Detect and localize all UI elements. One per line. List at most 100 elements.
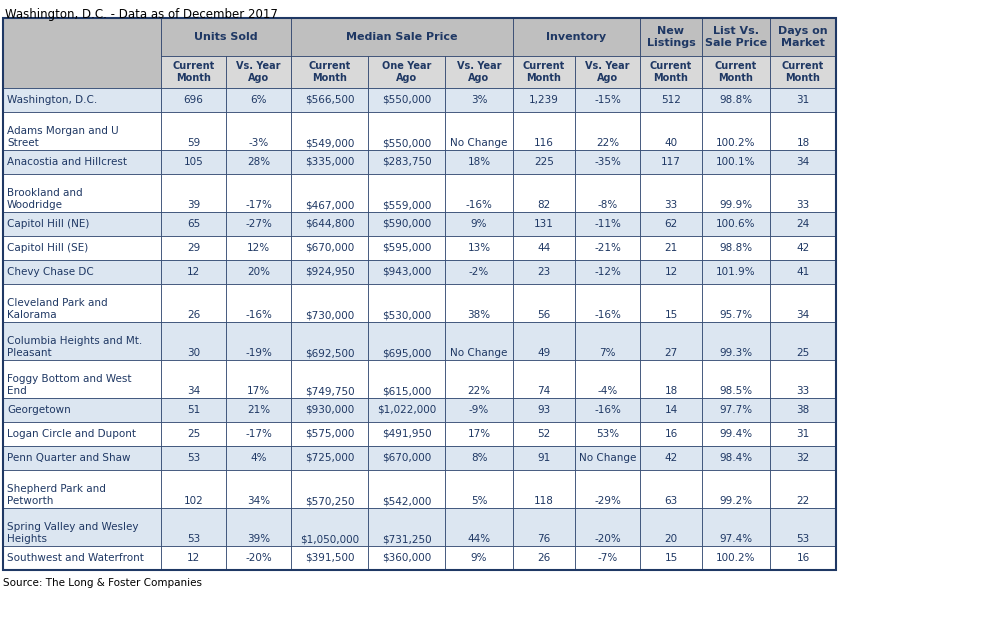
Bar — [770, 508, 836, 546]
Text: 53%: 53% — [596, 429, 619, 439]
Text: 9%: 9% — [470, 553, 487, 563]
Text: 34: 34 — [187, 386, 200, 396]
Bar — [575, 470, 640, 508]
Bar — [226, 56, 291, 88]
Text: -9%: -9% — [469, 405, 489, 415]
Bar — [770, 422, 836, 446]
Text: 65: 65 — [187, 219, 200, 229]
Text: 99.2%: 99.2% — [719, 496, 752, 506]
Text: 53: 53 — [187, 534, 200, 544]
Text: 118: 118 — [534, 496, 554, 506]
Text: Current
Month: Current Month — [308, 61, 350, 83]
Bar — [770, 360, 836, 398]
Text: $590,000: $590,000 — [382, 219, 431, 229]
Text: 51: 51 — [187, 405, 200, 415]
Bar — [226, 422, 291, 446]
Text: 34: 34 — [797, 157, 810, 167]
Text: Vs. Year
Ago: Vs. Year Ago — [457, 61, 501, 83]
Bar — [291, 260, 368, 284]
Bar — [640, 508, 702, 546]
Bar — [575, 260, 640, 284]
Bar — [575, 56, 640, 88]
Text: 21%: 21% — [247, 405, 270, 415]
Text: 22%: 22% — [596, 138, 619, 148]
Bar — [226, 322, 291, 360]
Bar — [161, 18, 291, 56]
Bar — [226, 150, 291, 174]
Text: 101.9%: 101.9% — [716, 267, 756, 277]
Bar — [3, 88, 161, 112]
Bar — [702, 508, 770, 546]
Bar — [226, 212, 291, 236]
Bar — [770, 88, 836, 112]
Bar — [161, 260, 226, 284]
Bar — [3, 446, 161, 470]
Text: $644,800: $644,800 — [305, 219, 354, 229]
Bar — [291, 88, 368, 112]
Bar — [445, 236, 513, 260]
Text: 116: 116 — [534, 138, 554, 148]
Text: $595,000: $595,000 — [382, 243, 431, 253]
Bar — [291, 212, 368, 236]
Bar — [368, 260, 445, 284]
Bar — [445, 212, 513, 236]
Bar — [640, 398, 702, 422]
Bar — [291, 322, 368, 360]
Bar — [640, 422, 702, 446]
Bar — [575, 508, 640, 546]
Text: 12: 12 — [665, 267, 678, 277]
Bar — [513, 360, 575, 398]
Bar — [702, 398, 770, 422]
Text: 17%: 17% — [247, 386, 270, 396]
Text: -4%: -4% — [597, 386, 617, 396]
Bar — [702, 446, 770, 470]
Bar — [770, 174, 836, 212]
Text: 26: 26 — [538, 553, 551, 563]
Text: Current
Month: Current Month — [715, 61, 757, 83]
Bar — [161, 446, 226, 470]
Bar — [291, 360, 368, 398]
Bar — [291, 284, 368, 322]
Text: 31: 31 — [797, 95, 810, 105]
Bar — [770, 236, 836, 260]
Bar — [445, 56, 513, 88]
Text: List Vs.
Sale Price: List Vs. Sale Price — [705, 26, 767, 48]
Bar — [702, 18, 770, 56]
Text: 29: 29 — [187, 243, 200, 253]
Text: One Year
Ago: One Year Ago — [382, 61, 431, 83]
Text: 9%: 9% — [470, 219, 487, 229]
Text: Current
Month: Current Month — [781, 61, 824, 83]
Text: Units Sold: Units Sold — [194, 32, 258, 42]
Bar — [291, 150, 368, 174]
Text: $1,022,000: $1,022,000 — [377, 405, 436, 415]
Text: 6%: 6% — [251, 95, 267, 105]
Text: 131: 131 — [534, 219, 554, 229]
Text: $550,000: $550,000 — [382, 138, 431, 148]
Bar — [770, 546, 836, 570]
Text: -16%: -16% — [245, 310, 272, 320]
Bar — [291, 470, 368, 508]
Text: 91: 91 — [538, 453, 551, 463]
Text: Washington, D.C. - Data as of December 2017: Washington, D.C. - Data as of December 2… — [5, 8, 278, 21]
Bar — [3, 398, 161, 422]
Bar — [445, 470, 513, 508]
Text: Chevy Chase DC: Chevy Chase DC — [7, 267, 94, 277]
Text: 33: 33 — [797, 386, 810, 396]
Bar — [513, 112, 575, 150]
Text: 100.6%: 100.6% — [716, 219, 755, 229]
Bar — [3, 546, 161, 570]
Text: 63: 63 — [665, 496, 678, 506]
Text: Columbia Heights and Mt.
Pleasant: Columbia Heights and Mt. Pleasant — [7, 337, 142, 358]
Bar — [3, 260, 161, 284]
Text: 39%: 39% — [247, 534, 270, 544]
Text: 44%: 44% — [467, 534, 490, 544]
Text: 97.4%: 97.4% — [719, 534, 752, 544]
Bar — [291, 546, 368, 570]
Bar — [3, 422, 161, 446]
Bar — [161, 398, 226, 422]
Bar — [770, 150, 836, 174]
Bar — [575, 112, 640, 150]
Text: $670,000: $670,000 — [305, 243, 354, 253]
Text: $1,050,000: $1,050,000 — [300, 534, 359, 544]
Text: 17%: 17% — [467, 429, 490, 439]
